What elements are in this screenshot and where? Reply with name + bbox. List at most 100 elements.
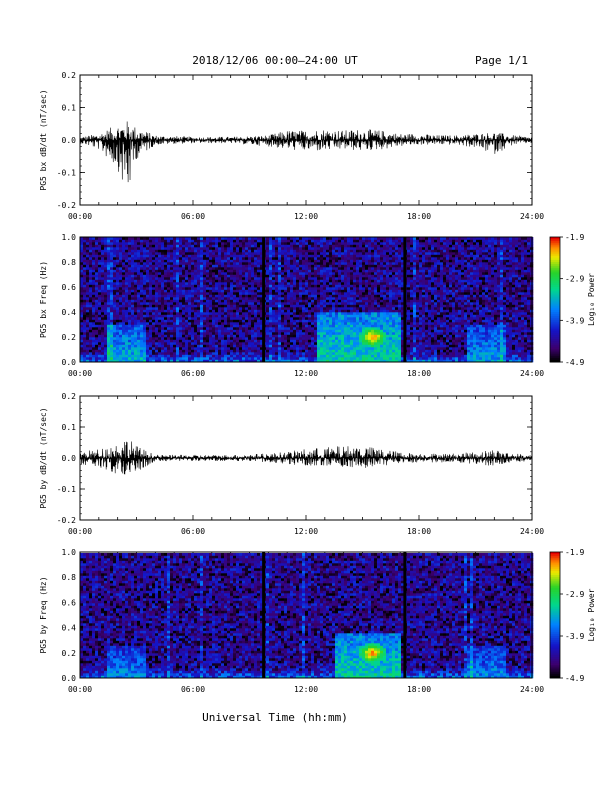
heatmap-cell — [125, 304, 129, 308]
heatmap-cell — [347, 359, 351, 363]
heatmap-cell — [122, 352, 126, 355]
heatmap-cell — [287, 244, 291, 248]
heatmap-cell — [188, 274, 192, 278]
heatmap-cell — [251, 272, 255, 275]
heatmap-cell — [110, 329, 114, 333]
heatmap-cell — [221, 239, 225, 243]
heatmap-cell — [353, 292, 357, 295]
heatmap-cell — [338, 299, 342, 303]
heatmap-cell — [341, 287, 345, 290]
heatmap-cell — [248, 287, 252, 290]
heatmap-cell — [215, 287, 219, 290]
heatmap-cell — [128, 294, 132, 298]
heatmap-cell — [134, 334, 138, 338]
heatmap-cell — [290, 267, 294, 270]
heatmap-cell — [86, 357, 90, 360]
heatmap-cell — [338, 294, 342, 298]
heatmap-cell — [299, 337, 303, 340]
heatmap-cell — [155, 284, 159, 288]
heatmap-cell — [338, 249, 342, 253]
heatmap-cell — [176, 339, 180, 343]
heatmap-cell — [323, 307, 327, 310]
heatmap-cell — [218, 327, 222, 330]
heatmap-cell — [98, 249, 102, 253]
heatmap-cell — [113, 324, 117, 328]
heatmap-cell — [338, 292, 342, 295]
heatmap-cell — [254, 252, 258, 255]
heatmap-cell — [305, 302, 309, 305]
heatmap-cell — [89, 354, 93, 358]
heatmap-cell — [272, 257, 276, 260]
heatmap-cell — [113, 287, 117, 290]
heatmap-cell — [302, 317, 306, 320]
heatmap-cell — [227, 319, 231, 323]
heatmap-cell — [131, 357, 135, 360]
heatmap-cell — [137, 284, 141, 288]
heatmap-cell — [113, 297, 117, 300]
heatmap-cell — [203, 337, 207, 340]
heatmap-cell — [254, 249, 258, 253]
heatmap-cell — [158, 327, 162, 330]
heatmap-cell — [356, 322, 360, 325]
heatmap-cell — [260, 292, 264, 295]
heatmap-cell — [92, 277, 96, 280]
heatmap-cell — [197, 294, 201, 298]
heatmap-cell — [197, 309, 201, 313]
heatmap-cell — [107, 274, 111, 278]
heatmap-cell — [302, 277, 306, 280]
heatmap-cell — [209, 257, 213, 260]
heatmap-cell — [209, 347, 213, 350]
heatmap-cell — [194, 259, 198, 263]
heatmap-cell — [335, 239, 339, 243]
heatmap-cell — [281, 322, 285, 325]
heatmap-cell — [362, 289, 366, 293]
heatmap-cell — [191, 244, 195, 248]
heatmap-cell — [308, 252, 312, 255]
heatmap-cell — [203, 292, 207, 295]
heatmap-cell — [167, 302, 171, 305]
heatmap-cell — [248, 282, 252, 285]
heatmap-cell — [341, 344, 345, 348]
heatmap-cell — [308, 309, 312, 313]
heatmap-cell — [293, 317, 297, 320]
heatmap-cell — [305, 359, 309, 363]
heatmap-cell — [296, 259, 300, 263]
heatmap-cell — [236, 282, 240, 285]
heatmap-cell — [158, 277, 162, 280]
heatmap-cell — [167, 339, 171, 343]
heatmap-cell — [239, 339, 243, 343]
heatmap-cell — [308, 359, 312, 363]
heatmap-cell — [161, 267, 165, 270]
heatmap-cell — [278, 304, 282, 308]
heatmap-cell — [209, 274, 213, 278]
heatmap-cell — [200, 284, 204, 288]
heatmap-cell — [161, 317, 165, 320]
heatmap-cell — [317, 354, 321, 358]
heatmap-cell — [203, 289, 207, 293]
heatmap-cell — [254, 329, 258, 333]
heatmap-cell — [305, 259, 309, 263]
heatmap-cell — [146, 294, 150, 298]
heatmap-cell — [350, 277, 354, 280]
heatmap-cell — [314, 294, 318, 298]
heatmap-cell — [338, 274, 342, 278]
heatmap-cell — [224, 254, 228, 258]
heatmap-cell — [146, 314, 150, 318]
heatmap-cell — [125, 247, 129, 250]
heatmap-cell — [104, 299, 108, 303]
heatmap-cell — [359, 292, 363, 295]
heatmap-cell — [86, 259, 90, 263]
heatmap-cell — [194, 254, 198, 258]
heatmap-cell — [227, 262, 231, 265]
heatmap-cell — [140, 354, 144, 358]
heatmap-cell — [254, 314, 258, 318]
heatmap-cell — [185, 319, 189, 323]
heatmap-cell — [149, 292, 153, 295]
heatmap-cell — [260, 279, 264, 283]
heatmap-cell — [149, 279, 153, 283]
heatmap-cell — [212, 262, 216, 265]
heatmap-cell — [128, 357, 132, 360]
heatmap-cell — [314, 309, 318, 313]
heatmap-cell — [341, 239, 345, 243]
heatmap-cell — [248, 284, 252, 288]
